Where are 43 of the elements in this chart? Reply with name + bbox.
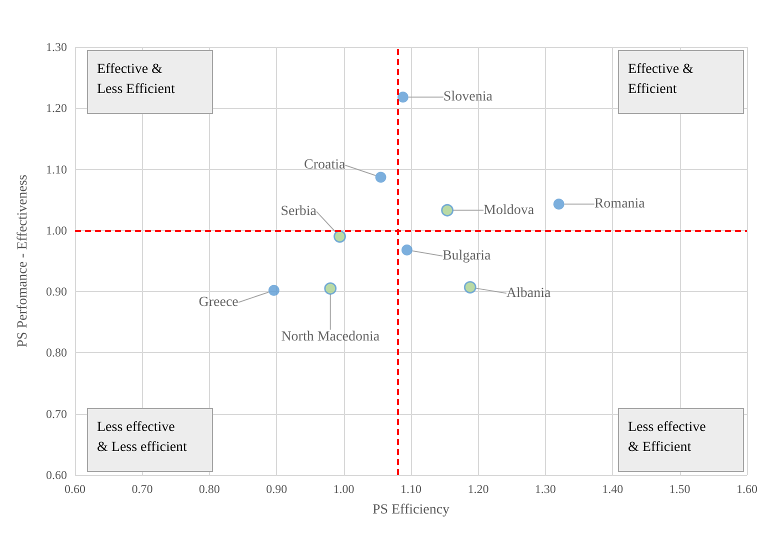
point: [441, 204, 454, 216]
point: [401, 244, 412, 256]
x-tick-label: 1.40: [602, 482, 624, 496]
y-tick-label: 0.80: [46, 346, 67, 360]
y-axis-title: PS Perfomance - Effectiveness: [16, 174, 30, 348]
x-tick-label: 1.30: [534, 482, 556, 496]
x-axis-title: PS Efficiency: [372, 502, 450, 518]
point: [268, 284, 280, 296]
y-tick-label: 1.00: [46, 223, 67, 238]
annotation: Serbia: [280, 204, 318, 220]
y-tick-label: 0.90: [46, 284, 67, 299]
annotation: Albania: [506, 286, 552, 301]
x-tick-label: 1.00: [333, 482, 354, 496]
point: [375, 172, 386, 183]
point: [553, 198, 564, 210]
point: [334, 230, 346, 243]
x-tick-label: 1.50: [669, 482, 690, 496]
annotation: Croatia: [304, 158, 346, 173]
y-tick-label: 0.60: [46, 468, 67, 482]
point: [464, 281, 476, 294]
point: [324, 282, 337, 295]
annotation: Slovenia: [443, 90, 494, 105]
annotation: Greece: [198, 294, 238, 310]
x-tick-label: 0.90: [266, 482, 288, 496]
y-tick-label: 0.70: [46, 406, 67, 421]
annotation: Bulgaria: [442, 248, 492, 264]
annotation: Less effective & Less efficient: [97, 420, 187, 455]
y-tick-label: 1.20: [46, 101, 67, 116]
x-tick-label: 0.70: [132, 482, 153, 496]
y-tick-label: 1.10: [46, 162, 67, 176]
annotation: Romania: [594, 196, 646, 212]
point: [397, 92, 408, 103]
annotation: North Macedonia: [281, 329, 380, 344]
y-tick-label: 1.30: [46, 40, 67, 54]
x-tick-label: 1.60: [736, 482, 758, 496]
annotation: Effective & Less Efficient: [97, 62, 175, 97]
x-tick-label: 0.80: [198, 482, 220, 496]
x-tick-label: 0.60: [64, 482, 86, 496]
x-tick-label: 1.20: [468, 482, 489, 496]
annotation: Less effective & Efficient: [628, 420, 706, 455]
x-tick-label: 1.10: [400, 482, 422, 496]
annotation: Moldova: [484, 202, 535, 218]
annotation: Effective & Efficient: [628, 62, 694, 97]
